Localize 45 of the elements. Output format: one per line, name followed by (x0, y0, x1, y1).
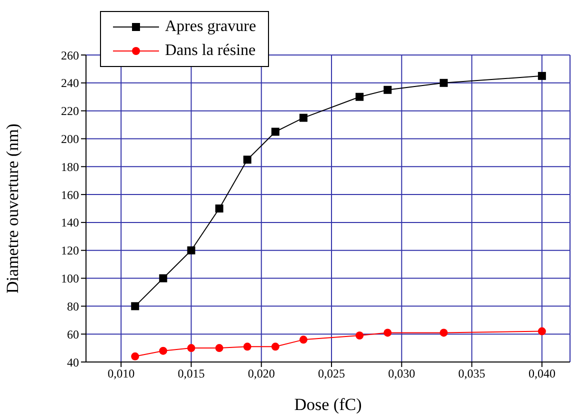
point (187, 246, 196, 254)
x-axis-title: Dose (fC) (294, 395, 362, 414)
point (243, 342, 252, 351)
point (159, 274, 168, 282)
x-tick-label: 0,030 (388, 366, 416, 381)
point (538, 327, 546, 336)
point (299, 114, 308, 122)
y-tick-label: 240 (61, 76, 79, 90)
point (131, 352, 140, 360)
point (131, 302, 140, 310)
point (384, 86, 392, 94)
y-tick-label: 220 (61, 104, 79, 118)
y-tick-label: 140 (61, 216, 79, 230)
point (215, 204, 224, 212)
y-tick-label: 160 (61, 188, 79, 202)
x-tick-label: 0,010 (108, 366, 135, 381)
y-tick-label: 60 (67, 327, 79, 342)
point (271, 342, 280, 351)
point (538, 72, 546, 80)
point (440, 328, 448, 337)
x-tick-label: 0,015 (178, 366, 205, 381)
point (215, 344, 224, 352)
legend-label: Apres gravure (165, 18, 256, 36)
x-tick-label: 0,040 (528, 366, 556, 381)
x-tick-label: 0,025 (318, 366, 346, 381)
point (440, 78, 448, 87)
y-tick-label: 40 (67, 355, 79, 370)
point (243, 156, 252, 164)
y-axis-title: Diametre ouverture (nm) (3, 124, 22, 294)
point (299, 336, 308, 344)
point (356, 331, 364, 340)
legend-label: Dans la résine (165, 42, 256, 60)
x-tick-label: 0,020 (248, 366, 275, 381)
y-tick-label: 260 (61, 48, 79, 62)
point (187, 344, 196, 352)
point (159, 346, 168, 355)
point (356, 92, 364, 101)
y-tick-label: 100 (61, 272, 79, 286)
y-tick-label: 80 (67, 299, 79, 314)
y-tick-label: 200 (61, 132, 79, 146)
point (384, 328, 392, 337)
point (271, 128, 280, 136)
x-tick-label: 0,035 (458, 366, 486, 381)
y-tick-label: 180 (61, 160, 79, 174)
y-tick-label: 120 (61, 244, 79, 258)
